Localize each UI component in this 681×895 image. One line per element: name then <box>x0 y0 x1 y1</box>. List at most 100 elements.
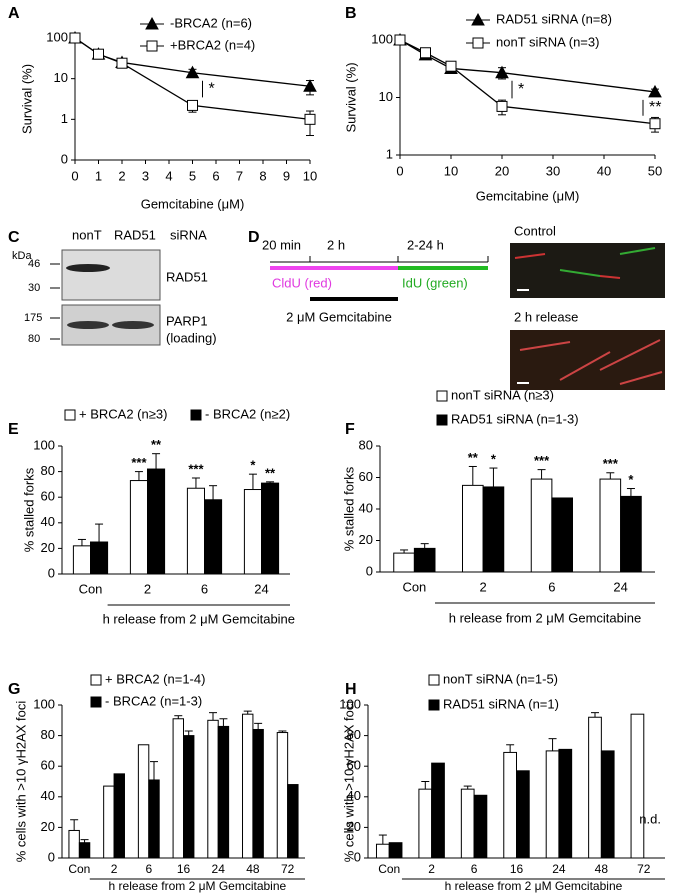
significance: *** <box>131 455 147 470</box>
y-tick-label: 40 <box>347 788 361 803</box>
lane-label: nonT <box>72 227 102 242</box>
marker: 46 <box>28 258 40 270</box>
legend-swatch <box>90 674 102 686</box>
fiber <box>559 351 611 381</box>
fiber <box>619 247 656 255</box>
y-axis-label: % stalled forks <box>341 466 356 551</box>
legend-label: nonT siRNA (n≥3) <box>451 387 554 402</box>
bar <box>186 487 205 575</box>
band <box>66 264 110 272</box>
legend-label: + BRCA2 (n=1-4) <box>105 671 205 686</box>
x-tick-label: 9 <box>283 168 290 183</box>
bar <box>287 784 299 859</box>
y-tick-label: 1 <box>386 146 393 161</box>
y-tick-label: 60 <box>41 489 55 504</box>
bar <box>261 482 280 575</box>
y-tick-label: 0 <box>354 849 361 864</box>
x-tick-label: 2 <box>480 579 487 594</box>
legend-marker <box>471 12 485 26</box>
y-tick-label: 80 <box>347 727 361 742</box>
legend-label: +BRCA2 (n=4) <box>170 37 255 52</box>
legend-swatch <box>64 409 76 421</box>
y-tick-label: 0 <box>48 565 55 580</box>
time-label: 2-24 h <box>407 237 444 252</box>
x-tick-label: 24 <box>212 862 226 876</box>
bar <box>620 495 642 573</box>
x-tick-label: Con <box>79 581 103 596</box>
micrograph <box>510 330 665 390</box>
band-label: PARP1 <box>166 313 208 328</box>
y-axis-label: % cells with >10 γH2AX foci <box>13 701 28 863</box>
y-axis-label: % stalled forks <box>21 467 36 552</box>
marker <box>495 65 509 79</box>
legend-label: + BRCA2 (n≥3) <box>79 406 167 421</box>
legend-marker <box>146 40 158 52</box>
bar <box>207 719 219 859</box>
y-tick-label: 60 <box>41 758 55 773</box>
x-tick-label: 6 <box>212 168 219 183</box>
x-tick-label: 1 <box>95 168 102 183</box>
x-tick-label: 72 <box>637 862 651 876</box>
panel-label: E <box>8 421 19 438</box>
fiber <box>559 269 601 277</box>
annotation: ** <box>649 99 661 116</box>
y-tick-label: 40 <box>41 788 55 803</box>
x-tick-label: 2 <box>428 862 435 876</box>
band <box>112 321 154 329</box>
marker <box>648 84 662 98</box>
bar <box>503 751 517 859</box>
legend-swatch <box>90 696 102 708</box>
x-tick-label: 0 <box>71 168 78 183</box>
annotation: * <box>518 81 524 98</box>
legend-swatch <box>428 674 440 686</box>
bar <box>204 499 223 575</box>
scheme-panel: D 20 min 2 h 2-24 h CldU (red) IdU (gree… <box>248 223 665 390</box>
panel-label: B <box>345 5 357 22</box>
significance: ** <box>151 437 162 452</box>
bar <box>431 762 445 859</box>
y-tick-label: 20 <box>41 540 55 555</box>
x-tick-label: 7 <box>236 168 243 183</box>
panel-label: C <box>8 229 20 246</box>
y-axis-label: % cells with >10 γH2AX foci <box>341 701 356 863</box>
x-tick-label: 2 <box>118 168 125 183</box>
significance: * <box>628 472 634 487</box>
x-tick-label: 50 <box>648 163 662 178</box>
bar <box>68 829 80 859</box>
y-tick-label: 20 <box>359 532 373 547</box>
x-tick-label: 6 <box>548 579 555 594</box>
pulse-bar <box>270 266 398 270</box>
bar <box>243 489 262 575</box>
x-tick-label: Con <box>68 862 90 876</box>
legend-swatch <box>436 414 448 426</box>
band <box>67 321 109 329</box>
legend-label: -BRCA2 (n=6) <box>170 15 252 30</box>
pulse-bar <box>398 266 488 270</box>
bar <box>599 478 622 573</box>
bar <box>393 552 415 573</box>
significance: *** <box>534 453 550 468</box>
bar <box>103 785 115 859</box>
x-tick-label: 30 <box>546 163 560 178</box>
legend-label: nonT siRNA (n=1-5) <box>443 671 558 686</box>
x-tick-label: 8 <box>259 168 266 183</box>
y-tick-label: 0 <box>48 849 55 864</box>
legend-marker <box>145 16 159 30</box>
bar <box>147 468 166 575</box>
x-tick-label: 16 <box>510 862 524 876</box>
bar <box>252 728 264 859</box>
x-axis-label: h release from 2 μM Gemcitabine <box>449 610 641 625</box>
bar <box>217 725 230 859</box>
marker <box>116 57 128 69</box>
bar <box>588 716 602 859</box>
bar <box>129 480 148 575</box>
treatment-label: 2 μM Gemcitabine <box>286 309 392 324</box>
fiber <box>619 371 663 385</box>
y-tick-label: 100 <box>33 437 55 452</box>
legend-label: RAD51 siRNA (n=8) <box>496 11 612 26</box>
marker <box>303 79 317 92</box>
annotation: n.d. <box>639 811 661 826</box>
panel-label: F <box>345 421 355 438</box>
legend-label: - BRCA2 (n≥2) <box>205 406 290 421</box>
